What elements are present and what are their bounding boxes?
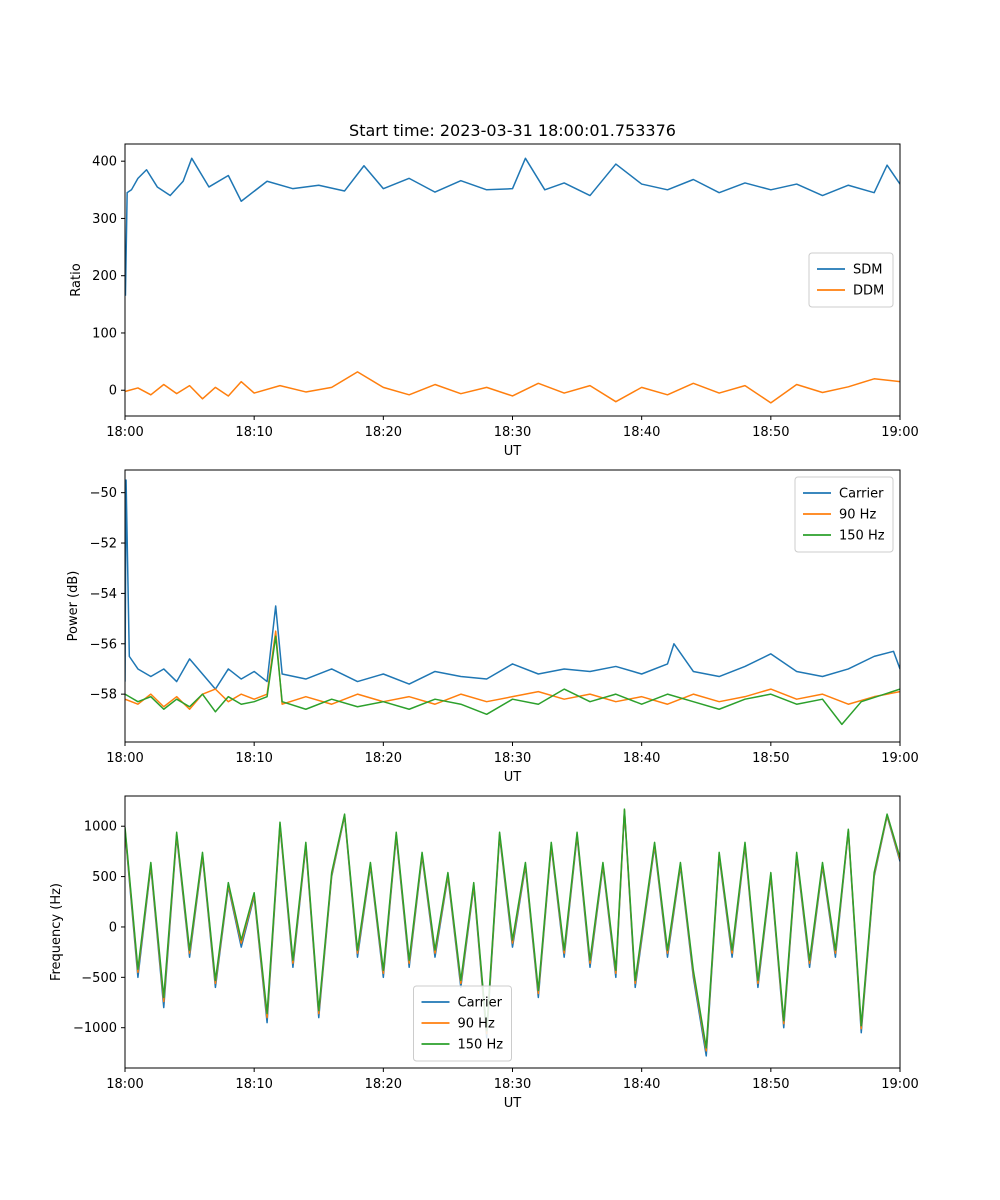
chart-panel-1: 18:00 18:10 18:20 18:30 18:40 18:50 19:00 0 100 2… [69, 143, 919, 459]
legend-label: Carrier [458, 996, 503, 1011]
x-tick-label: 18:40 [623, 425, 660, 440]
x-tick-label: 18:30 [494, 751, 531, 766]
legend-box [794, 476, 894, 553]
x-axis-label: UT [504, 444, 522, 459]
x-tick-label: 18:00 [106, 425, 143, 440]
x-axis-label: UT [504, 770, 522, 785]
x-tick-label: 18:50 [752, 1077, 789, 1092]
y-tick-label: −1000 [73, 1021, 117, 1036]
x-tick-label: 18:10 [235, 751, 272, 766]
chart-panel-3: 18:00 18:10 18:20 18:30 18:40 18:50 19:00 1000 5… [49, 795, 919, 1111]
y-tick-label: 100 [92, 326, 117, 341]
legend: Carrier 90 Hz 150 Hz [413, 985, 512, 1062]
x-tick-label: 18:50 [752, 425, 789, 440]
legend: SDM DDM [808, 252, 894, 308]
axes-frame [124, 143, 901, 417]
legend-label: 90 Hz [458, 1017, 495, 1032]
chart-panel-2: 18:00 18:10 18:20 18:30 18:40 18:50 19:00 −50 −5… [66, 469, 919, 785]
y-tick-label: 0 [109, 384, 117, 399]
y-axis-label: Ratio [69, 263, 84, 296]
x-tick-label: 18:00 [106, 751, 143, 766]
x-tick-label: 19:00 [881, 425, 918, 440]
series-line-150-hz [125, 635, 900, 726]
y-tick-label: 1000 [84, 820, 117, 835]
x-tick-label: 18:50 [752, 751, 789, 766]
y-tick-label: −54 [90, 587, 117, 602]
y-tick-label: 200 [92, 269, 117, 284]
x-tick-label: 19:00 [881, 751, 918, 766]
legend-label: Carrier [839, 487, 884, 502]
legend-label: SDM [853, 263, 882, 278]
axes-frame [124, 469, 901, 743]
legend: Carrier 90 Hz 150 Hz [794, 476, 894, 553]
x-tick-label: 18:10 [235, 425, 272, 440]
series-line-150-hz [125, 808, 900, 1049]
legend-box [808, 252, 894, 308]
series-line-carrier [125, 479, 900, 690]
legend-label: 90 Hz [839, 508, 876, 523]
y-tick-label: 400 [92, 155, 117, 170]
legend-label: DDM [853, 284, 884, 299]
x-tick-label: 18:10 [235, 1077, 272, 1092]
y-tick-label: −500 [81, 971, 117, 986]
figure-title: Start time: 2023-03-31 18:00:01.753376 [349, 121, 676, 140]
x-tick-label: 19:00 [881, 1077, 918, 1092]
legend-label: 150 Hz [839, 529, 885, 544]
series-line-sdm [125, 157, 900, 296]
x-tick-label: 18:00 [106, 1077, 143, 1092]
series-line-90-hz [125, 630, 900, 711]
y-tick-label: 500 [92, 870, 117, 885]
y-tick-label: −56 [90, 637, 117, 652]
y-tick-label: −58 [90, 688, 117, 703]
series-line-ddm [125, 371, 900, 404]
x-tick-label: 18:40 [623, 751, 660, 766]
x-tick-label: 18:40 [623, 1077, 660, 1092]
legend-box [413, 985, 512, 1062]
y-tick-label: 0 [109, 920, 117, 935]
x-axis-label: UT [504, 1096, 522, 1111]
legend-label: 150 Hz [458, 1038, 504, 1053]
y-axis-label: Power (dB) [66, 571, 81, 642]
y-tick-label: 300 [92, 212, 117, 227]
x-tick-label: 18:30 [494, 1077, 531, 1092]
y-tick-label: −50 [90, 486, 117, 501]
x-tick-label: 18:20 [365, 425, 402, 440]
y-tick-label: −52 [90, 537, 117, 552]
y-axis-label: Frequency (Hz) [49, 883, 64, 981]
x-tick-label: 18:30 [494, 425, 531, 440]
x-tick-label: 18:20 [365, 751, 402, 766]
x-tick-label: 18:20 [365, 1077, 402, 1092]
